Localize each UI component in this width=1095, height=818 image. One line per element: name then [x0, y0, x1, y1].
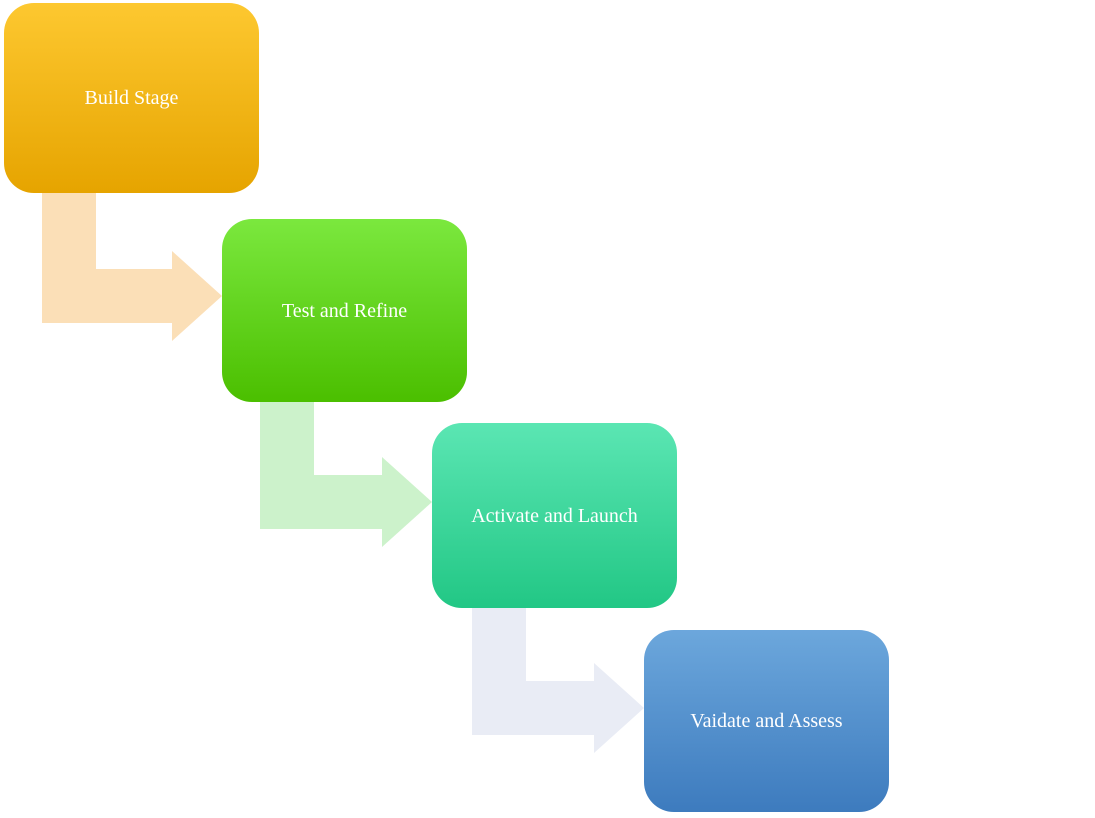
stage-activate-launch: Activate and Launch [432, 423, 677, 608]
stage-test-refine: Test and Refine [222, 219, 467, 402]
flowchart-canvas: Build Stage Test and Refine Activate and… [0, 0, 1095, 818]
connector-arrow-1 [42, 193, 224, 370]
stage-validate-assess: Vaidate and Assess [644, 630, 889, 812]
connector-arrow-3 [472, 608, 646, 782]
connector-arrow-2 [260, 402, 434, 576]
stage-build: Build Stage [4, 3, 259, 193]
